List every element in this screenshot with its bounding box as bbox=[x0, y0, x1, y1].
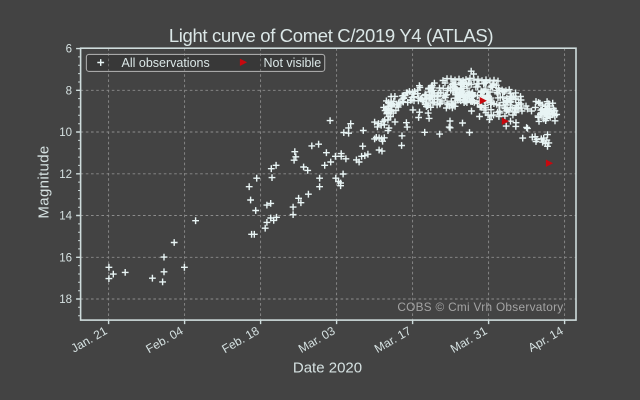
svg-text:Date 2020: Date 2020 bbox=[293, 360, 362, 377]
svg-text:All observations: All observations bbox=[122, 56, 210, 70]
svg-text:COBS © Cmi Vrh Observatory: COBS © Cmi Vrh Observatory bbox=[397, 300, 563, 314]
svg-text:Not visible: Not visible bbox=[264, 56, 322, 70]
svg-text:18: 18 bbox=[59, 294, 72, 306]
svg-text:12: 12 bbox=[59, 169, 72, 181]
svg-text:16: 16 bbox=[59, 252, 72, 264]
svg-text:10: 10 bbox=[59, 127, 72, 139]
svg-text:6: 6 bbox=[66, 44, 72, 56]
svg-text:8: 8 bbox=[66, 85, 72, 97]
svg-text:Magnitude: Magnitude bbox=[35, 145, 52, 218]
svg-text:14: 14 bbox=[59, 211, 72, 223]
svg-text:Light curve of Comet C/2019 Y4: Light curve of Comet C/2019 Y4 (ATLAS) bbox=[169, 25, 494, 46]
